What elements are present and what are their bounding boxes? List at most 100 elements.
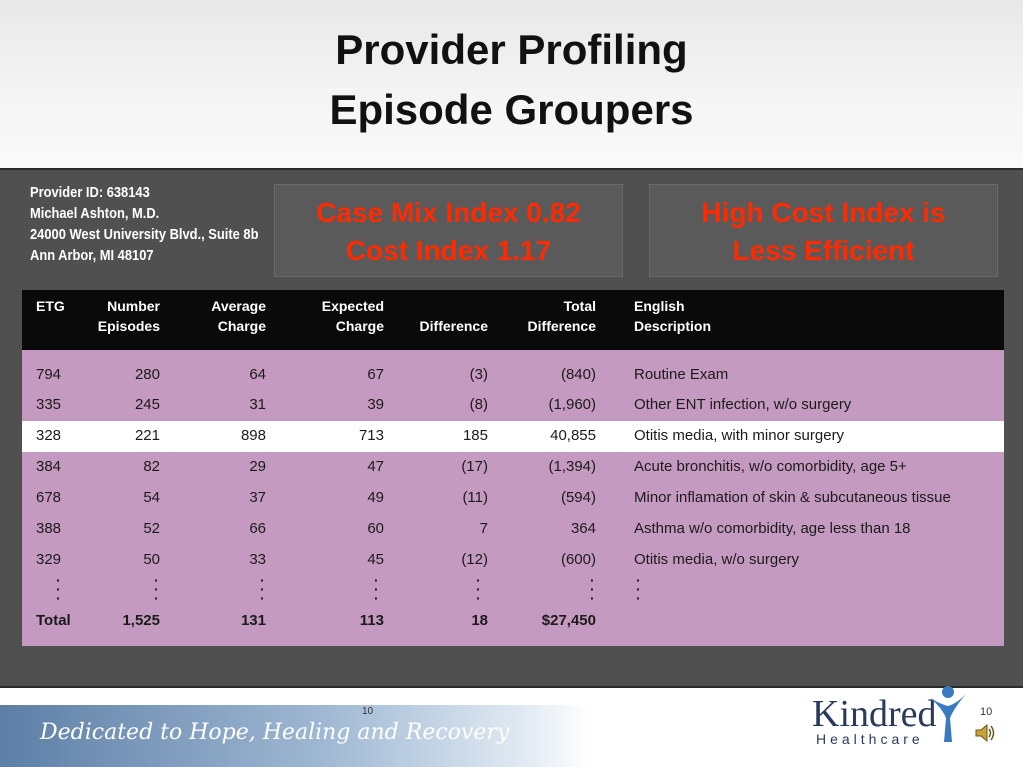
footer-tagline: Dedicated to Hope, Healing and Recovery	[40, 720, 510, 745]
speaker-icon[interactable]	[974, 722, 996, 744]
kindred-figure-icon	[930, 686, 966, 742]
provider-id: Provider ID: 638143	[30, 184, 150, 201]
cell-difference: (8)	[469, 396, 488, 413]
ellipsis-dots: · · ·	[476, 572, 481, 606]
table-header: ETG Number Episodes Average Charge Expected Ch…	[22, 290, 1004, 350]
cell-avg-charge: 37	[249, 489, 266, 506]
table-row: 328 221 898 713 185 40,855 Otitis media, with …	[22, 421, 1004, 452]
logo-subtitle: Healthcare	[816, 731, 924, 747]
provider-address: 24000 West University Blvd., Suite 8b	[30, 226, 259, 243]
slide-number: 10	[362, 706, 374, 717]
slide-title-line-1: Provider Profiling	[335, 26, 688, 73]
header-etg-line-1: ETG	[36, 298, 65, 314]
cell-exp-charge: 67	[367, 366, 384, 383]
total-exp-charge: 113	[359, 612, 384, 629]
cell-description: Minor inflamation of skin & subcutaneous…	[634, 489, 951, 506]
slide-number-right: 10	[980, 706, 993, 718]
efficiency-line-1: High Cost Index is	[701, 197, 946, 228]
cell-etg: 328	[36, 427, 62, 444]
ellipsis-dots: · · ·	[374, 572, 379, 606]
cell-etg: 335	[36, 396, 62, 413]
header-episodes-line-2: Episodes	[97, 318, 160, 334]
efficiency-line-2: Less Efficient	[732, 235, 915, 266]
cell-exp-charge: 60	[367, 520, 384, 537]
header-episodes-line-1: Number	[107, 298, 160, 314]
case-mix-index: Case Mix Index 0.82	[316, 197, 581, 228]
slide-header: Provider Profiling Episode Groupers	[0, 0, 1023, 168]
cell-episodes: 245	[134, 396, 160, 413]
table-row: 384 82 29 47 (17) (1,394) Acute bronchitis, w/…	[22, 452, 1004, 483]
total-etg: Total	[36, 612, 71, 629]
table-row: 388 52 66 60 7 364 Asthma w/o comorbidity, age…	[22, 514, 1004, 545]
case-mix-callout: Case Mix Index 0.82 Cost Index 1.17	[274, 184, 623, 277]
cell-avg-charge: 66	[249, 520, 266, 537]
header-difference-line-2: Difference	[419, 318, 488, 334]
cell-etg: 329	[36, 551, 62, 568]
cell-exp-charge: 49	[367, 489, 384, 506]
total-total-difference: $27,450	[541, 612, 596, 629]
cell-exp-charge: 47	[367, 458, 384, 475]
cell-avg-charge: 898	[240, 427, 266, 444]
slide-title-line-2: Episode Groupers	[329, 86, 694, 133]
efficiency-callout: High Cost Index is Less Efficient	[649, 184, 998, 277]
cell-exp-charge: 713	[358, 427, 384, 444]
cell-difference: (11)	[462, 489, 488, 506]
cell-description: Acute bronchitis, w/o comorbidity, age 5…	[634, 458, 907, 475]
ellipsis-dots: · · ·	[636, 572, 641, 606]
header-avg-charge-line-1: Average	[211, 298, 266, 314]
cost-index: Cost Index 1.17	[345, 235, 552, 266]
cell-episodes: 52	[143, 520, 160, 537]
cell-total-difference: 364	[570, 520, 596, 537]
cell-total-difference: (600)	[560, 551, 596, 568]
cell-etg: 384	[36, 458, 62, 475]
cell-difference: (12)	[461, 551, 488, 568]
cell-avg-charge: 33	[249, 551, 266, 568]
cell-episodes: 54	[143, 489, 160, 506]
table-row: 794 280 64 67 (3) (840) Routine Exam	[22, 360, 1004, 391]
provider-name: Michael Ashton, M.D.	[30, 205, 160, 222]
header-description-line-2: Description	[634, 318, 712, 334]
header-avg-charge-line-2: Charge	[217, 318, 266, 334]
cell-total-difference: (1,960)	[548, 396, 596, 413]
ellipsis-dots: · · ·	[260, 572, 265, 606]
ellipsis-dots: · · ·	[56, 572, 61, 606]
cell-difference: (17)	[461, 458, 488, 475]
header-description-line-1: English	[634, 298, 685, 314]
table-row: 678 54 37 49 (11) (594) Minor inflamation of s…	[22, 483, 1004, 514]
cell-difference: 7	[479, 520, 488, 537]
cell-description: Otitis media, w/o surgery	[634, 551, 800, 568]
cell-exp-charge: 39	[367, 396, 384, 413]
cell-difference: 185	[462, 427, 488, 444]
cell-avg-charge: 29	[249, 458, 266, 475]
ellipsis-dots: · · ·	[154, 572, 159, 606]
cell-episodes: 221	[134, 427, 160, 444]
cell-avg-charge: 31	[249, 396, 266, 413]
total-row: Total 1,525 131 113 18 $27,450	[22, 606, 1004, 637]
cell-total-difference: (594)	[560, 489, 596, 506]
cell-avg-charge: 64	[249, 366, 266, 383]
cell-exp-charge: 45	[367, 551, 384, 568]
footer-band	[0, 705, 590, 767]
total-avg-charge: 131	[240, 612, 266, 629]
cell-description: Asthma w/o comorbidity, age less than 18	[634, 520, 911, 537]
cell-etg: 388	[36, 520, 62, 537]
etg-table: ETG Number Episodes Average Charge Expected Ch…	[22, 290, 1004, 646]
cell-episodes: 280	[134, 366, 160, 383]
table-row: 329 50 33 45 (12) (600) Otitis media, w/o surg…	[22, 545, 1004, 576]
header-exp-charge-line-1: Expected	[321, 298, 384, 314]
cell-etg: 794	[36, 366, 62, 383]
cell-episodes: 50	[143, 551, 160, 568]
total-episodes: 1,525	[122, 612, 160, 629]
cell-etg: 678	[36, 489, 62, 506]
provider-info: Provider ID: 638143 Michael Ashton, M.D.…	[30, 182, 258, 266]
cell-description: Otitis media, with minor surgery	[634, 427, 845, 444]
provider-city: Ann Arbor, MI 48107	[30, 247, 154, 264]
logo-name: Kindred	[812, 693, 937, 735]
cell-total-difference: 40,855	[550, 427, 596, 444]
header-exp-charge-line-2: Charge	[335, 318, 384, 334]
table-row: 335 245 31 39 (8) (1,960) Other ENT infection,…	[22, 390, 1004, 421]
header-total-difference-line-2: Difference	[527, 318, 596, 334]
cell-description: Other ENT infection, w/o surgery	[634, 396, 852, 413]
total-difference: 18	[471, 612, 488, 629]
cell-description: Routine Exam	[634, 366, 729, 383]
